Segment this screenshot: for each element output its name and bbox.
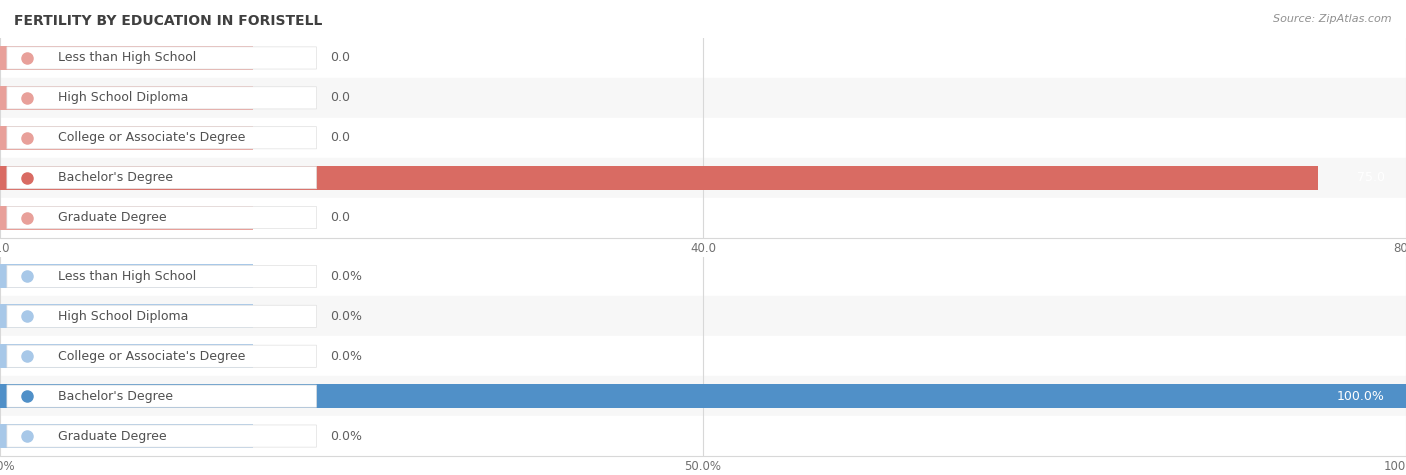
Bar bbox=[0, 336, 1406, 376]
Bar bbox=[0, 86, 253, 110]
Text: Less than High School: Less than High School bbox=[58, 270, 195, 283]
Bar bbox=[0, 46, 253, 70]
Bar bbox=[0, 126, 253, 150]
Text: 75.0: 75.0 bbox=[1357, 171, 1385, 184]
Bar bbox=[0, 256, 1406, 296]
Text: Bachelor's Degree: Bachelor's Degree bbox=[58, 171, 173, 184]
Bar bbox=[0, 158, 1406, 198]
Text: Less than High School: Less than High School bbox=[58, 51, 195, 65]
Text: 100.0%: 100.0% bbox=[1337, 390, 1385, 403]
Text: Graduate Degree: Graduate Degree bbox=[58, 211, 166, 224]
Bar bbox=[0, 38, 1406, 78]
FancyBboxPatch shape bbox=[7, 425, 316, 447]
Text: 0.0: 0.0 bbox=[330, 211, 350, 224]
Text: 0.0%: 0.0% bbox=[330, 350, 363, 363]
Bar bbox=[0, 344, 253, 368]
FancyBboxPatch shape bbox=[7, 167, 316, 189]
Bar bbox=[0, 265, 253, 288]
Bar bbox=[0, 376, 1406, 416]
Bar bbox=[0, 296, 1406, 336]
Bar bbox=[0, 384, 1406, 408]
Bar bbox=[0, 78, 1406, 118]
FancyBboxPatch shape bbox=[7, 305, 316, 327]
Bar bbox=[0, 304, 253, 328]
Text: 0.0%: 0.0% bbox=[330, 429, 363, 443]
Text: College or Associate's Degree: College or Associate's Degree bbox=[58, 131, 245, 144]
FancyBboxPatch shape bbox=[7, 345, 316, 367]
FancyBboxPatch shape bbox=[7, 47, 316, 69]
Text: 0.0%: 0.0% bbox=[330, 270, 363, 283]
Bar bbox=[0, 416, 1406, 456]
Bar bbox=[0, 166, 1319, 190]
Text: High School Diploma: High School Diploma bbox=[58, 91, 188, 104]
FancyBboxPatch shape bbox=[7, 266, 316, 287]
FancyBboxPatch shape bbox=[7, 207, 316, 228]
Text: High School Diploma: High School Diploma bbox=[58, 310, 188, 323]
Text: 0.0: 0.0 bbox=[330, 51, 350, 65]
Bar bbox=[0, 118, 1406, 158]
Text: FERTILITY BY EDUCATION IN FORISTELL: FERTILITY BY EDUCATION IN FORISTELL bbox=[14, 14, 322, 28]
Text: Source: ZipAtlas.com: Source: ZipAtlas.com bbox=[1274, 14, 1392, 24]
Text: 0.0: 0.0 bbox=[330, 91, 350, 104]
Text: 0.0%: 0.0% bbox=[330, 310, 363, 323]
Bar bbox=[0, 198, 1406, 238]
Text: College or Associate's Degree: College or Associate's Degree bbox=[58, 350, 245, 363]
Text: Graduate Degree: Graduate Degree bbox=[58, 429, 166, 443]
FancyBboxPatch shape bbox=[7, 385, 316, 407]
Bar bbox=[0, 424, 253, 448]
FancyBboxPatch shape bbox=[7, 87, 316, 109]
Bar bbox=[0, 206, 253, 229]
FancyBboxPatch shape bbox=[7, 127, 316, 149]
Text: 0.0: 0.0 bbox=[330, 131, 350, 144]
Text: Bachelor's Degree: Bachelor's Degree bbox=[58, 390, 173, 403]
